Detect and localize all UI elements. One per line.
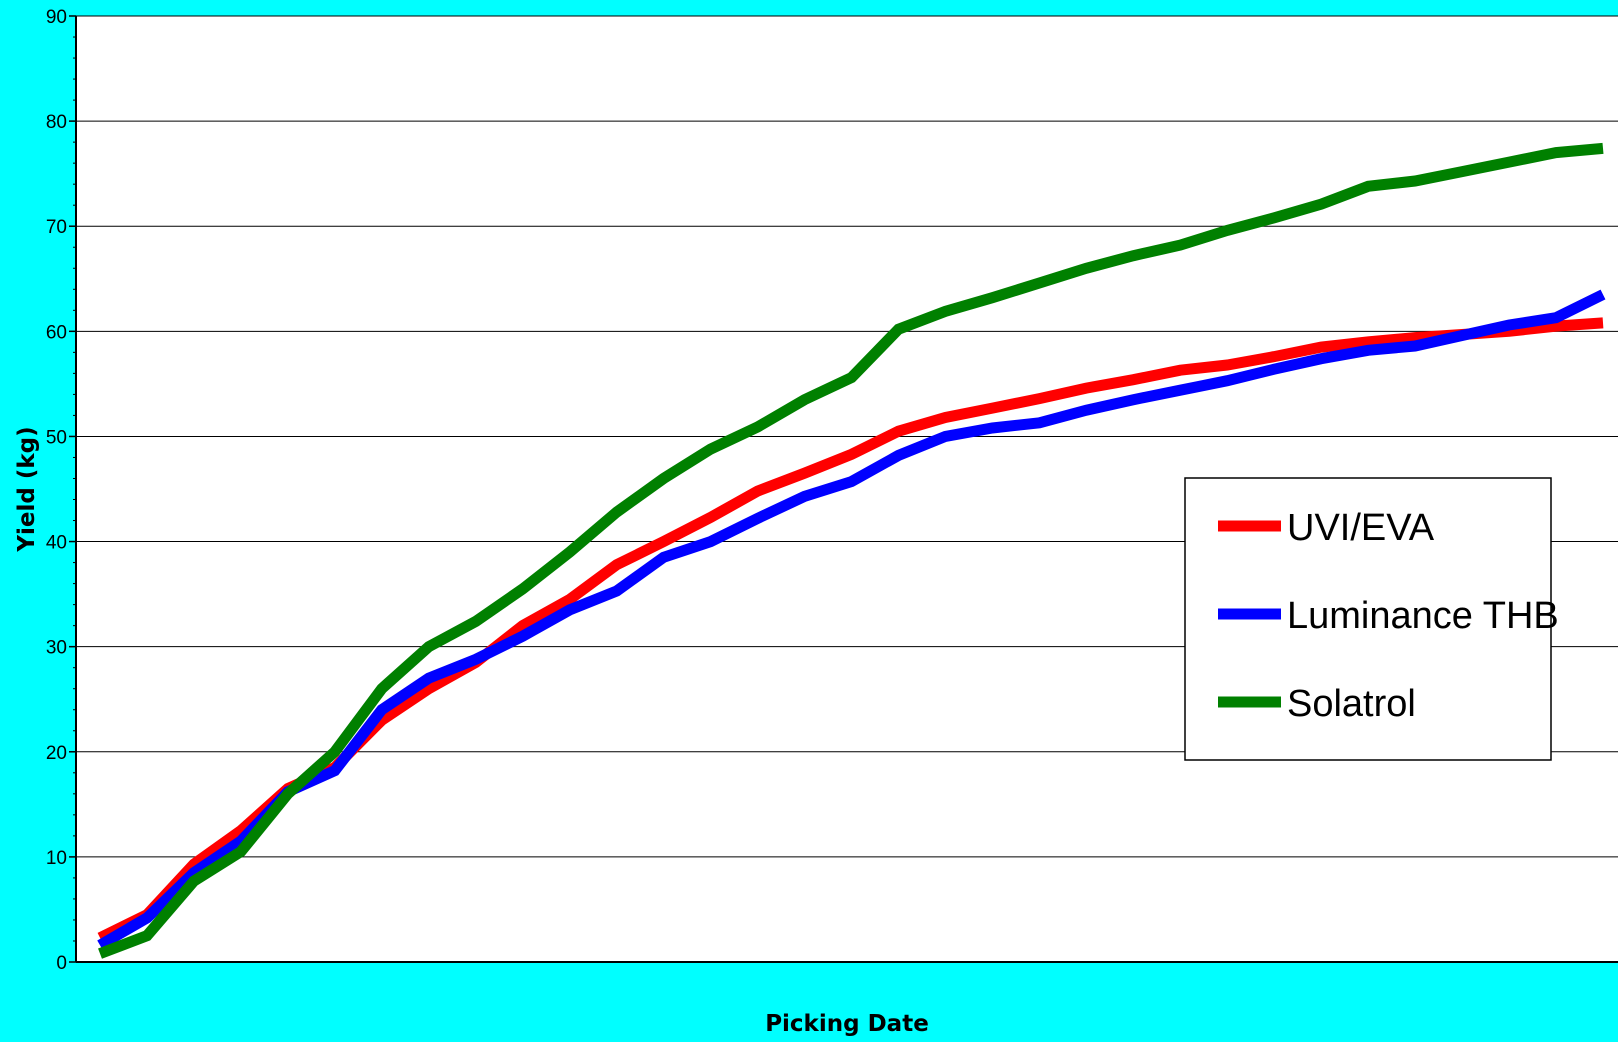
y-tick-label: 70 xyxy=(46,217,67,238)
y-tick-label: 20 xyxy=(46,743,67,764)
legend: UVI/EVA Luminance THB Solatrol xyxy=(1184,477,1559,761)
y-axis xyxy=(69,15,1618,963)
legend-label-2: Solatrol xyxy=(1287,683,1416,725)
x-axis-title: Picking Date xyxy=(765,1011,929,1037)
y-axis-title: Yield (kg) xyxy=(14,426,40,552)
y-tick-labels: 0 10 20 30 40 50 60 70 80 90 xyxy=(46,7,67,974)
y-tick-label: 0 xyxy=(56,953,67,974)
y-tick-label: 30 xyxy=(46,638,67,659)
series-line-2 xyxy=(98,142,1604,959)
y-tick-label: 10 xyxy=(46,848,67,869)
y-tick-label: 40 xyxy=(46,533,67,554)
y-tick-label: 90 xyxy=(46,7,67,28)
y-tick-label: 80 xyxy=(46,112,67,133)
y-tick-label: 60 xyxy=(46,322,67,343)
legend-label-0: UVI/EVA xyxy=(1287,507,1435,549)
y-tick-label: 50 xyxy=(46,427,67,448)
series-line-1 xyxy=(97,289,1606,950)
series-layer xyxy=(97,142,1606,959)
legend-label-1: Luminance THB xyxy=(1287,595,1559,637)
